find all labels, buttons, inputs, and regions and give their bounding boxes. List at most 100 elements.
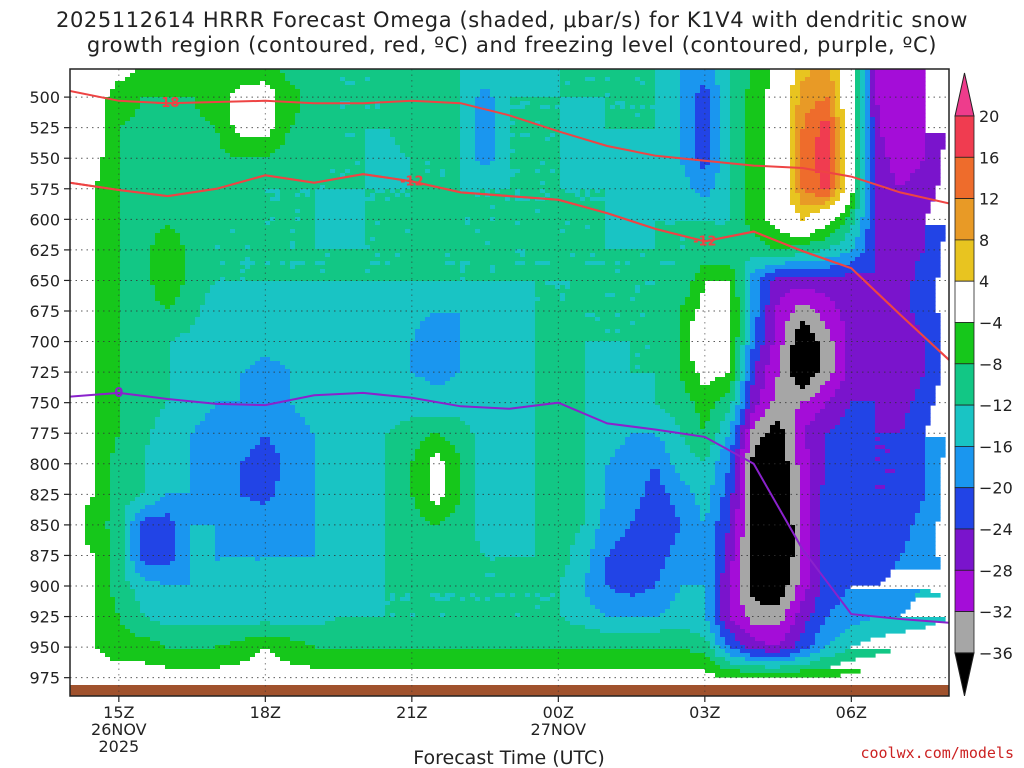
omega-cell (290, 81, 346, 86)
omega-cell (745, 485, 751, 490)
omega-cell (460, 329, 536, 334)
omega-cell (835, 353, 846, 358)
omega-cell (585, 485, 606, 490)
omega-cell (735, 377, 741, 382)
omega-cell (795, 141, 801, 146)
omega-cell (815, 641, 831, 646)
omega-cell (385, 473, 411, 478)
omega-cell (95, 457, 111, 462)
omega-cell (245, 245, 251, 250)
omega-cell (585, 77, 596, 82)
omega-cell (855, 69, 861, 74)
omega-cell (95, 593, 111, 598)
omega-cell (445, 381, 536, 386)
omega-cell (395, 613, 411, 618)
omega-cell (120, 425, 156, 430)
omega-cell (735, 529, 746, 534)
omega-cell (495, 153, 511, 158)
omega-cell (290, 245, 296, 250)
omega-cell (70, 521, 86, 526)
omega-cell (95, 473, 111, 478)
omega-cell (325, 185, 366, 190)
omega-cell (845, 361, 926, 366)
omega-cell (770, 69, 796, 74)
omega-cell (740, 325, 746, 330)
omega-cell (535, 281, 546, 286)
omega-cell (430, 461, 446, 466)
omega-cell (445, 473, 461, 478)
omega-cell (635, 297, 686, 302)
omega-cell (590, 601, 671, 606)
omega-cell (720, 153, 731, 158)
omega-cell (70, 181, 96, 186)
omega-cell (495, 145, 511, 150)
omega-cell (865, 201, 871, 206)
omega-cell (730, 145, 746, 150)
omega-cell (810, 497, 821, 502)
omega-cell (925, 133, 946, 138)
omega-cell (850, 249, 866, 254)
omega-cell (795, 177, 801, 182)
omega-cell (620, 269, 701, 274)
omega-cell (700, 377, 716, 382)
omega-cell (150, 249, 186, 254)
omega-cell (855, 245, 866, 250)
omega-cell (770, 349, 781, 354)
omega-cell (795, 161, 801, 166)
omega-cell (535, 485, 586, 490)
omega-cell (70, 585, 96, 590)
omega-cell (630, 361, 681, 366)
omega-cell (385, 581, 561, 586)
omega-cell (510, 145, 561, 150)
omega-cell (180, 241, 291, 246)
omega-cell (345, 77, 366, 82)
omega-cell (835, 133, 841, 138)
omega-cell (870, 77, 876, 82)
omega-cell (925, 245, 941, 250)
omega-cell (750, 369, 756, 374)
omega-cell (150, 257, 186, 262)
omega-cell (795, 129, 801, 134)
omega-cell (875, 177, 896, 182)
omega-cell (70, 353, 96, 358)
omega-cell (740, 317, 746, 322)
omega-cell (710, 101, 721, 106)
omega-cell (720, 589, 731, 594)
omega-cell (735, 521, 746, 526)
omega-cell (445, 477, 461, 482)
omega-cell (785, 261, 851, 266)
omega-cell (145, 505, 316, 510)
omega-cell (735, 417, 741, 422)
omega-cell (865, 173, 871, 178)
omega-cell (800, 213, 811, 218)
omega-cell (720, 429, 731, 434)
omega-cell (735, 477, 741, 482)
omega-cell (120, 409, 161, 414)
omega-cell (865, 117, 871, 122)
omega-cell (755, 321, 766, 326)
omega-cell (765, 177, 791, 182)
omega-cell (725, 565, 731, 570)
omega-cell (605, 261, 616, 266)
omega-cell (125, 549, 131, 554)
omega-cell (790, 109, 796, 114)
omega-cell (95, 233, 121, 238)
omega-cell (870, 221, 876, 226)
omega-cell (770, 77, 796, 82)
omega-cell (535, 477, 586, 482)
omega-cell (680, 473, 716, 478)
omega-cell (900, 557, 941, 562)
omega-cell (790, 369, 821, 374)
omega-cell (820, 525, 911, 530)
omega-cell (460, 345, 536, 350)
omega-cell (410, 469, 431, 474)
omega-cell (90, 545, 111, 550)
omega-cell (110, 461, 146, 466)
credit-link[interactable]: coolwx.com/models (860, 744, 1014, 762)
omega-cell (835, 369, 846, 374)
omega-cell (125, 577, 146, 582)
omega-cell (200, 313, 431, 318)
omega-cell (860, 101, 866, 106)
omega-cell (655, 89, 681, 94)
omega-cell (120, 221, 266, 226)
